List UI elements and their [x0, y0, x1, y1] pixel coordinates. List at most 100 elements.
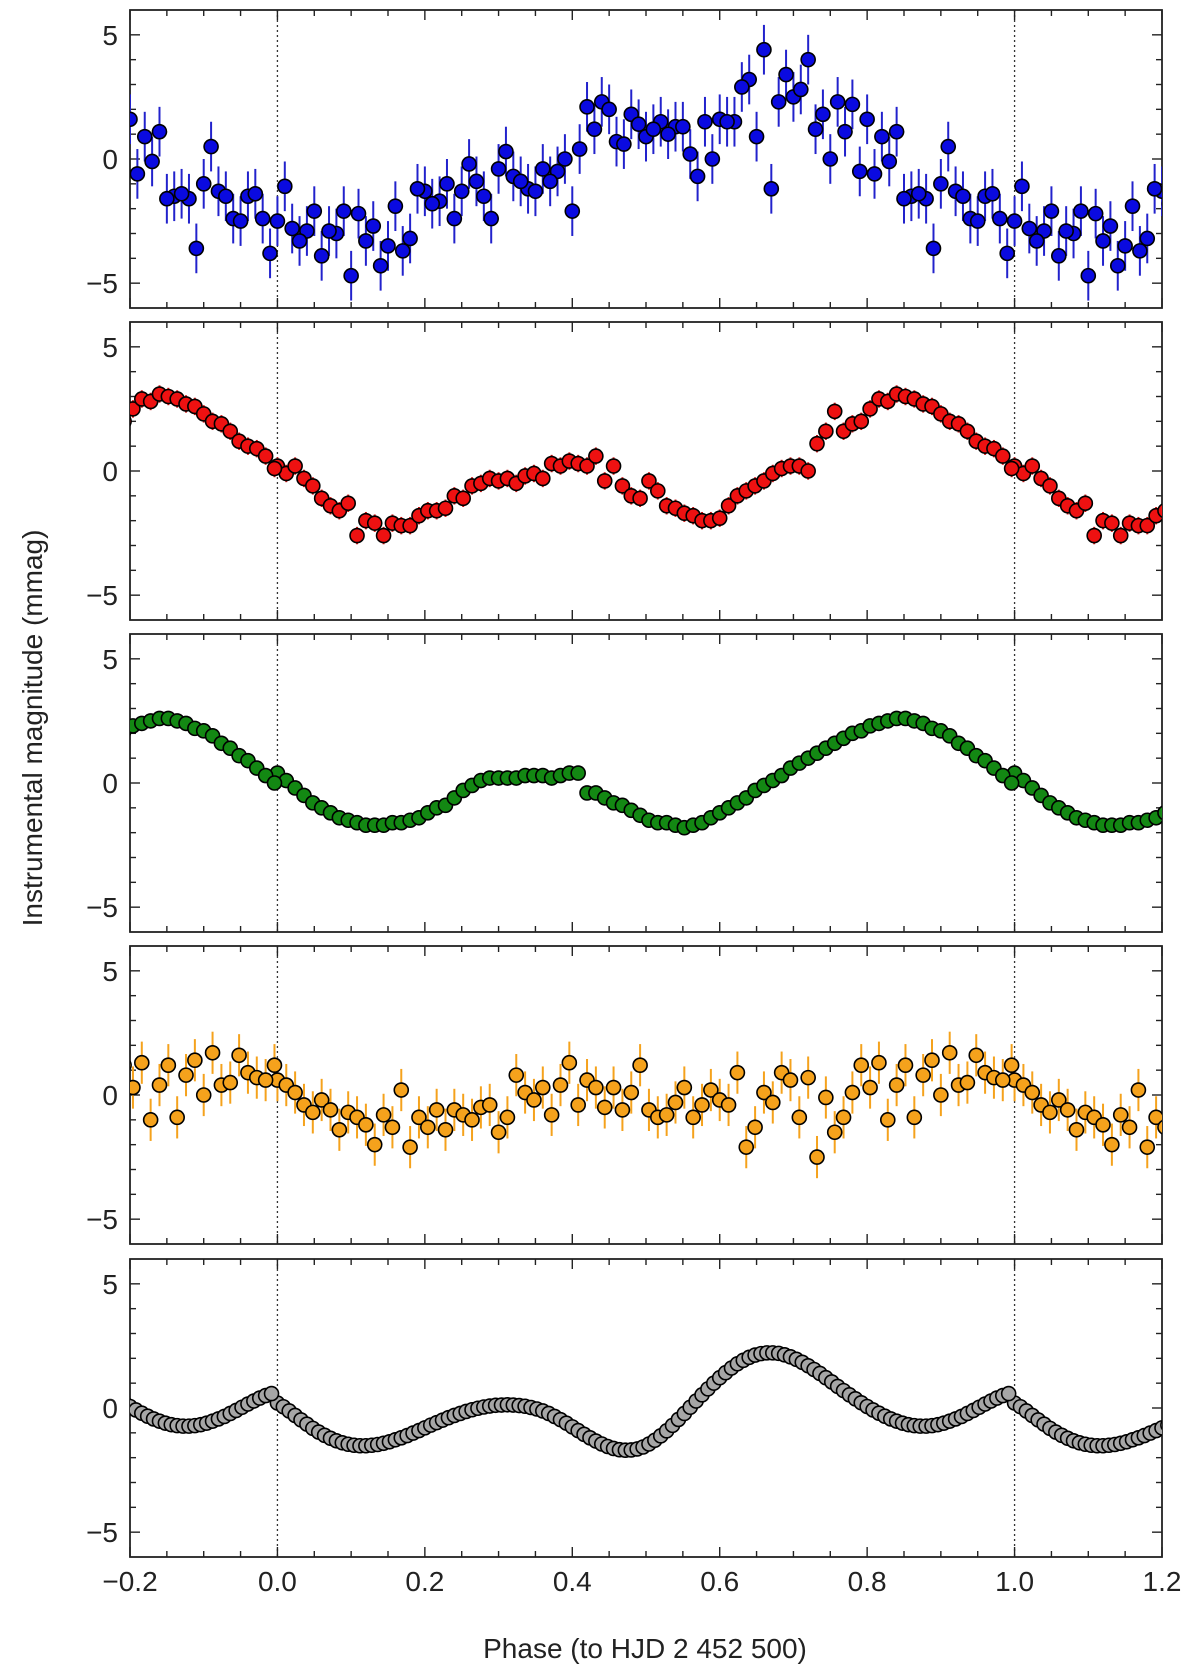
- data-point: [1124, 198, 1141, 214]
- data-point: [1006, 213, 1023, 229]
- data-point: [910, 185, 927, 202]
- data-point: [941, 1044, 958, 1061]
- data-point: [468, 173, 485, 190]
- data-point: [257, 448, 274, 464]
- data-point: [508, 1067, 525, 1083]
- data-point: [512, 173, 529, 190]
- data-point: [756, 41, 772, 58]
- data-point: [1161, 201, 1162, 207]
- data-point: [222, 423, 239, 440]
- data-point: [464, 1112, 480, 1128]
- data-point: [874, 128, 890, 145]
- data-point: [557, 151, 573, 167]
- data-point: [1042, 1104, 1058, 1121]
- y-tick-label: −5: [86, 892, 118, 923]
- data-point: [1028, 233, 1045, 249]
- x-tick-label: 0.4: [553, 1566, 592, 1597]
- data-point: [1043, 203, 1060, 219]
- data-point: [1139, 230, 1156, 247]
- data-point: [851, 163, 868, 180]
- y-tick-label: −5: [86, 268, 118, 299]
- data-point: [151, 123, 168, 140]
- data-point: [697, 113, 713, 130]
- data-point: [151, 1077, 168, 1093]
- data-point: [321, 223, 337, 239]
- data-point: [130, 1060, 132, 1071]
- data-point: [372, 257, 389, 274]
- data-point: [130, 1079, 141, 1096]
- data-point: [203, 138, 219, 155]
- data-point: [1024, 1084, 1041, 1101]
- data-point: [984, 185, 1001, 202]
- data-point: [815, 106, 831, 123]
- series-points: [130, 1345, 1162, 1459]
- data-point: [588, 448, 604, 464]
- data-point: [387, 198, 404, 214]
- data-point: [703, 1082, 719, 1098]
- data-point: [756, 1084, 772, 1101]
- data-point: [1014, 178, 1030, 195]
- data-point: [393, 1082, 410, 1098]
- data-point: [933, 176, 949, 192]
- data-point: [130, 166, 146, 182]
- y-tick-label: 0: [102, 1080, 118, 1111]
- data-point: [605, 1079, 622, 1096]
- data-point: [247, 185, 264, 202]
- data-point: [729, 1064, 746, 1081]
- data-point: [675, 118, 691, 135]
- y-tick-label: 5: [102, 20, 118, 51]
- data-point: [694, 1097, 710, 1113]
- data-point: [579, 99, 595, 115]
- y-tick-label: 5: [102, 332, 118, 363]
- data-point: [596, 1099, 613, 1116]
- data-point: [195, 176, 212, 192]
- data-point: [933, 1087, 949, 1103]
- data-point: [1095, 1117, 1111, 1133]
- data-point: [1102, 218, 1119, 234]
- data-point: [195, 1087, 212, 1103]
- data-point: [1139, 517, 1156, 534]
- y-tick-label: 5: [102, 956, 118, 987]
- data-point: [313, 1092, 330, 1108]
- data-point: [358, 233, 374, 249]
- data-point: [818, 1089, 834, 1106]
- data-point: [748, 128, 765, 145]
- data-point: [689, 168, 706, 185]
- data-point: [262, 245, 278, 262]
- data-point: [770, 94, 787, 110]
- data-point: [818, 423, 834, 440]
- data-point: [596, 473, 613, 489]
- data-point: [955, 188, 971, 205]
- data-point: [826, 1124, 843, 1141]
- data-point: [335, 203, 352, 219]
- data-point: [266, 1057, 283, 1073]
- data-point: [614, 478, 631, 494]
- data-point: [291, 233, 308, 249]
- data-point: [257, 1072, 274, 1088]
- data-point: [844, 96, 861, 113]
- data-point: [424, 195, 441, 212]
- data-point: [130, 725, 132, 736]
- data-point: [169, 1109, 185, 1126]
- series-points: [130, 1031, 1162, 1179]
- y-tick-label: −5: [86, 1204, 118, 1235]
- data-point: [409, 181, 426, 197]
- x-tick-label: 0.6: [700, 1566, 739, 1597]
- data-point: [266, 775, 283, 791]
- data-point: [1157, 805, 1162, 821]
- data-point: [881, 153, 898, 170]
- data-point: [218, 188, 234, 205]
- x-tick-label: 1.2: [1143, 1566, 1182, 1597]
- data-point: [231, 1047, 247, 1064]
- data-point: [1068, 1121, 1085, 1138]
- data-point: [133, 1054, 150, 1071]
- y-tick-label: 0: [102, 1393, 118, 1424]
- data-point: [1132, 243, 1148, 259]
- data-point: [747, 1119, 763, 1136]
- data-point: [1086, 527, 1102, 544]
- data-point: [1051, 1092, 1067, 1108]
- data-point: [992, 210, 1008, 227]
- data-point: [704, 151, 721, 167]
- data-point: [871, 1054, 887, 1071]
- data-point: [284, 220, 300, 237]
